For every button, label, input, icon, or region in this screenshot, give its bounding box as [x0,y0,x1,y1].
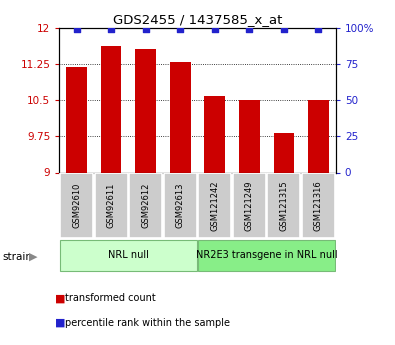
Bar [101,46,122,172]
Bar [94,172,128,238]
Point [73,26,80,32]
Text: GSM92612: GSM92612 [141,183,150,228]
Point [143,26,149,32]
Bar [198,240,335,271]
Bar [302,172,335,238]
Text: ■: ■ [55,318,66,327]
Bar [205,96,225,172]
Bar [60,240,197,271]
Point [212,26,218,32]
Point [281,26,287,32]
Point [246,26,252,32]
Bar [233,172,266,238]
Bar [308,100,329,172]
Text: strain: strain [2,252,32,262]
Point [177,26,183,32]
Text: ■: ■ [55,294,66,303]
Bar [274,133,294,172]
Text: transformed count: transformed count [65,294,156,303]
Text: GSM92611: GSM92611 [107,183,116,228]
Title: GDS2455 / 1437585_x_at: GDS2455 / 1437585_x_at [113,13,282,27]
Text: percentile rank within the sample: percentile rank within the sample [65,318,230,327]
Text: GSM121242: GSM121242 [210,180,219,230]
Bar [170,62,191,172]
Text: GSM121315: GSM121315 [279,180,288,230]
Bar [267,172,301,238]
Text: NR2E3 transgene in NRL null: NR2E3 transgene in NRL null [196,250,337,259]
Bar [129,172,162,238]
Bar [60,172,93,238]
Bar [66,67,87,172]
Text: ▶: ▶ [29,252,38,262]
Point [108,26,114,32]
Point [315,26,322,32]
Bar [164,172,197,238]
Bar [135,49,156,172]
Bar [239,100,260,172]
Bar [198,172,231,238]
Text: GSM121249: GSM121249 [245,180,254,230]
Text: NRL null: NRL null [108,250,149,259]
Text: GSM92610: GSM92610 [72,183,81,228]
Text: GSM121316: GSM121316 [314,180,323,231]
Text: GSM92613: GSM92613 [176,183,185,228]
